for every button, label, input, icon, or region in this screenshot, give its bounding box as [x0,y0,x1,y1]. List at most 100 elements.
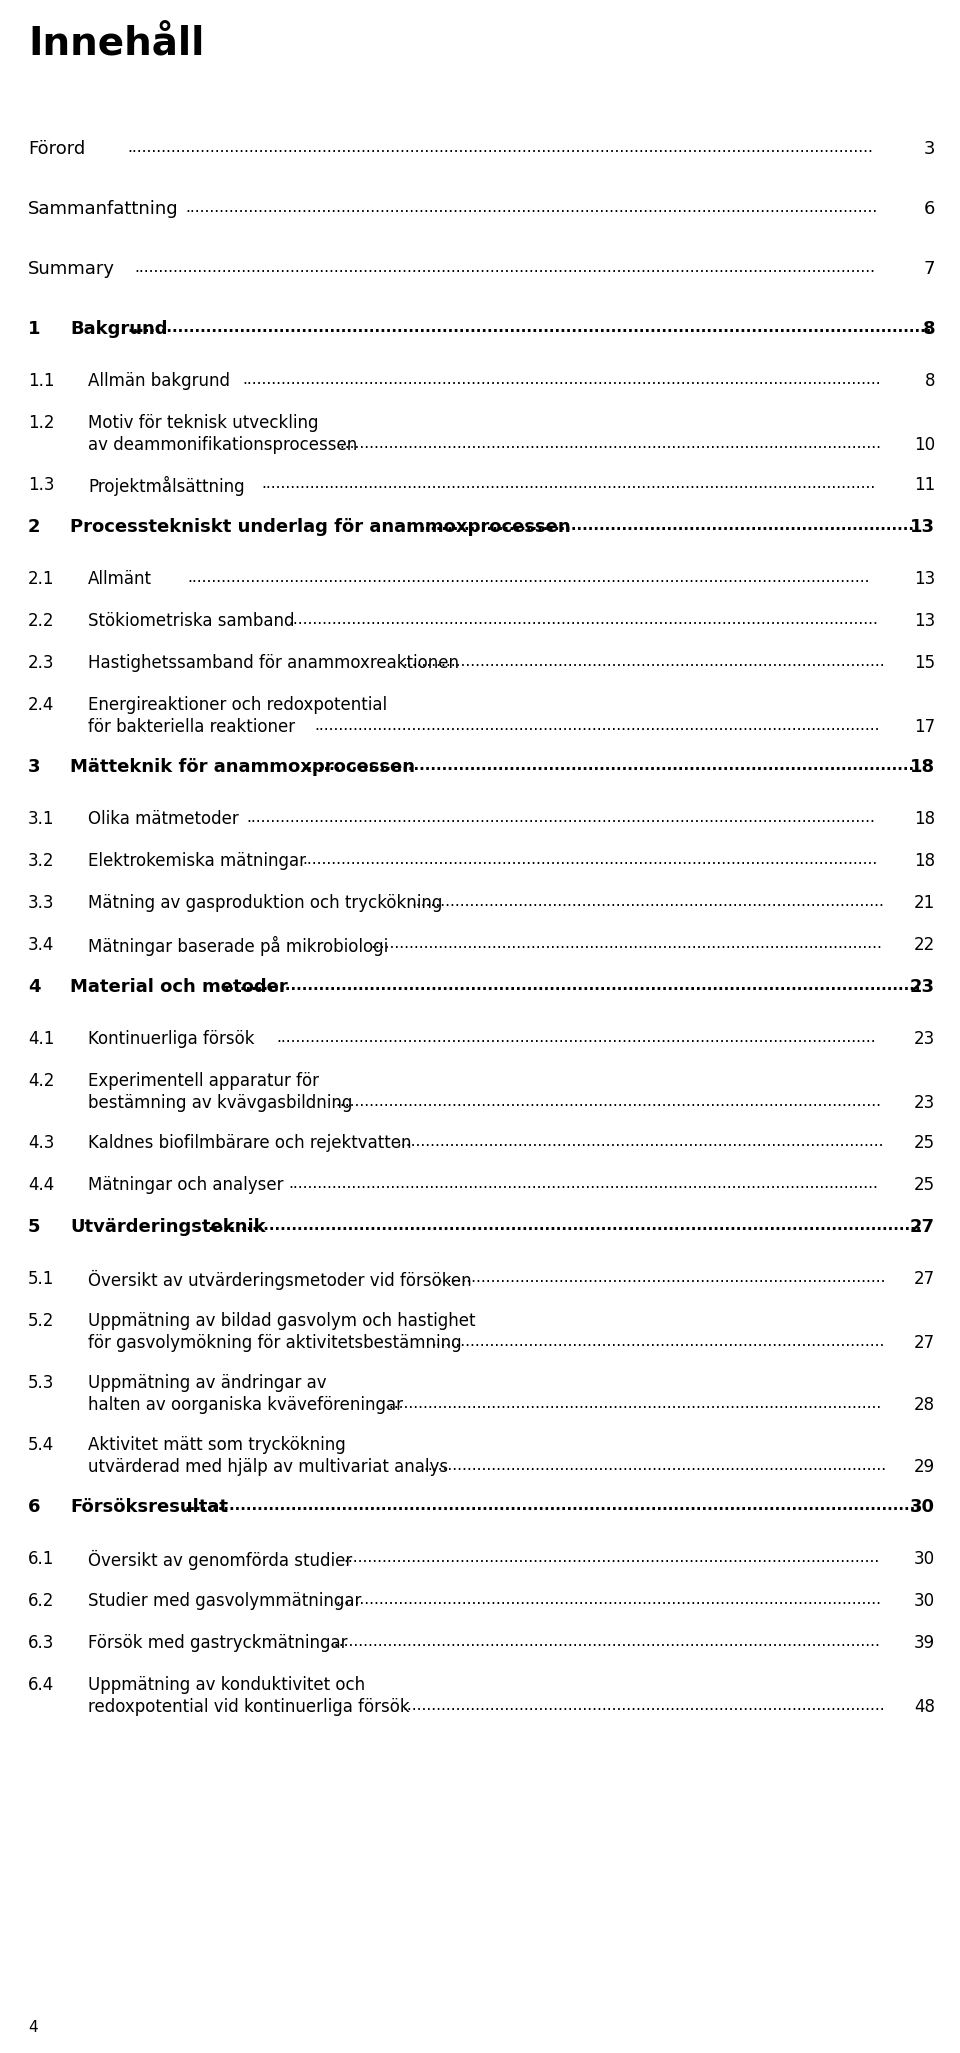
Text: ................................................................................: ........................................… [261,476,876,491]
Text: ................................................................................: ........................................… [276,1031,876,1045]
Text: 2.1: 2.1 [28,571,55,587]
Text: 18: 18 [910,758,935,776]
Text: ................................................................................: ........................................… [288,612,877,626]
Text: ................................................................................: ........................................… [329,1634,880,1649]
Text: Processtekniskt underlag för anammoxprocessen: Processtekniskt underlag för anammoxproc… [70,517,570,536]
Text: Energireaktioner och redoxpotential: Energireaktioner och redoxpotential [88,696,387,714]
Text: Aktivitet mätt som tryckökning: Aktivitet mätt som tryckökning [88,1435,346,1454]
Text: 25: 25 [914,1176,935,1195]
Text: Mätning av gasproduktion och tryckökning: Mätning av gasproduktion och tryckökning [88,893,443,912]
Text: 15: 15 [914,655,935,671]
Text: ................................................................................: ........................................… [411,893,884,909]
Text: ................................................................................: ........................................… [185,199,878,216]
Text: ................................................................................: ........................................… [335,1094,881,1109]
Text: 2.2: 2.2 [28,612,55,630]
Text: Material och metoder: Material och metoder [70,977,288,996]
Text: 30: 30 [910,1499,935,1515]
Text: 30: 30 [914,1591,935,1610]
Text: 17: 17 [914,719,935,735]
Text: 13: 13 [914,571,935,587]
Text: för gasvolymökning för aktivitetsbestämning: för gasvolymökning för aktivitetsbestämn… [88,1334,462,1353]
Text: 6.4: 6.4 [28,1675,55,1694]
Text: bestämning av kvävgasbildning: bestämning av kvävgasbildning [88,1094,352,1113]
Text: 4.3: 4.3 [28,1133,55,1152]
Text: 1.2: 1.2 [28,415,55,431]
Text: 3: 3 [28,758,40,776]
Text: Sammanfattning: Sammanfattning [28,199,179,218]
Text: 6.1: 6.1 [28,1550,55,1568]
Text: Försöksresultat: Försöksresultat [70,1499,228,1515]
Text: ................................................................................: ........................................… [403,1698,885,1712]
Text: 3.3: 3.3 [28,893,55,912]
Text: 2.3: 2.3 [28,655,55,671]
Text: ................................................................................: ........................................… [242,372,881,388]
Text: 6.3: 6.3 [28,1634,55,1653]
Text: 8: 8 [924,372,935,390]
Text: 6.2: 6.2 [28,1591,55,1610]
Text: ................................................................................: ........................................… [438,1271,886,1285]
Text: ................................................................................: ........................................… [207,1217,922,1234]
Text: ................................................................................: ........................................… [224,977,921,994]
Text: ................................................................................: ........................................… [187,571,870,585]
Text: 23: 23 [910,977,935,996]
Text: 3.1: 3.1 [28,811,55,827]
Text: 1.1: 1.1 [28,372,55,390]
Text: 27: 27 [910,1217,935,1236]
Text: 4.1: 4.1 [28,1031,55,1047]
Text: Kontinuerliga försök: Kontinuerliga försök [88,1031,254,1047]
Text: 5.2: 5.2 [28,1312,55,1330]
Text: för bakteriella reaktioner: för bakteriella reaktioner [88,719,295,735]
Text: Uppmätning av konduktivitet och: Uppmätning av konduktivitet och [88,1675,365,1694]
Text: 25: 25 [914,1133,935,1152]
Text: ................................................................................: ........................................… [134,261,876,275]
Text: ................................................................................: ........................................… [301,758,921,774]
Text: Kaldnes biofilmbärare och rejektvatten: Kaldnes biofilmbärare och rejektvatten [88,1133,412,1152]
Text: 13: 13 [914,612,935,630]
Text: 18: 18 [914,852,935,870]
Text: 3.2: 3.2 [28,852,55,870]
Text: ................................................................................: ........................................… [403,655,885,669]
Text: Summary: Summary [28,261,115,277]
Text: 30: 30 [914,1550,935,1568]
Text: ................................................................................: ........................................… [335,435,881,452]
Text: Uppmätning av bildad gasvolym och hastighet: Uppmätning av bildad gasvolym och hastig… [88,1312,475,1330]
Text: ................................................................................: ........................................… [432,1334,885,1349]
Text: ................................................................................: ........................................… [335,1591,881,1607]
Text: Uppmätning av ändringar av: Uppmätning av ändringar av [88,1373,326,1392]
Text: 21: 21 [914,893,935,912]
Text: 4: 4 [28,2020,37,2035]
Text: 6: 6 [28,1499,40,1515]
Text: 4.2: 4.2 [28,1072,55,1090]
Text: Allmänt: Allmänt [88,571,152,587]
Text: Innehåll: Innehåll [28,25,204,64]
Text: ................................................................................: ........................................… [128,140,874,154]
Text: Förord: Förord [28,140,85,158]
Text: ................................................................................: ........................................… [184,1499,921,1513]
Text: 27: 27 [914,1271,935,1287]
Text: Mätningar och analyser: Mätningar och analyser [88,1176,283,1195]
Text: 3: 3 [924,140,935,158]
Text: ................................................................................: ........................................… [288,1176,877,1191]
Text: ................................................................................: ........................................… [420,517,920,534]
Text: 18: 18 [914,811,935,827]
Text: Stökiometriska samband: Stökiometriska samband [88,612,295,630]
Text: ................................................................................: ........................................… [247,811,876,825]
Text: Översikt av utvärderingsmetoder vid försöken: Översikt av utvärderingsmetoder vid förs… [88,1271,471,1289]
Text: 23: 23 [914,1031,935,1047]
Text: ................................................................................: ........................................… [315,719,880,733]
Text: 29: 29 [914,1458,935,1476]
Text: 23: 23 [914,1094,935,1113]
Text: Elektrokemiska mätningar: Elektrokemiska mätningar [88,852,306,870]
Text: 5: 5 [28,1217,40,1236]
Text: 28: 28 [914,1396,935,1415]
Text: Projektmålsättning: Projektmålsättning [88,476,245,497]
Text: Mätningar baserade på mikrobiologi: Mätningar baserade på mikrobiologi [88,936,388,957]
Text: ................................................................................: ........................................… [128,320,931,335]
Text: utvärderad med hjälp av multivariat analys: utvärderad med hjälp av multivariat anal… [88,1458,448,1476]
Text: ................................................................................: ........................................… [423,1458,886,1472]
Text: Studier med gasvolymmätningar: Studier med gasvolymmätningar [88,1591,361,1610]
Text: 4.4: 4.4 [28,1176,55,1195]
Text: Motiv för teknisk utveckling: Motiv för teknisk utveckling [88,415,319,431]
Text: ................................................................................: ........................................… [302,852,877,866]
Text: 27: 27 [914,1334,935,1353]
